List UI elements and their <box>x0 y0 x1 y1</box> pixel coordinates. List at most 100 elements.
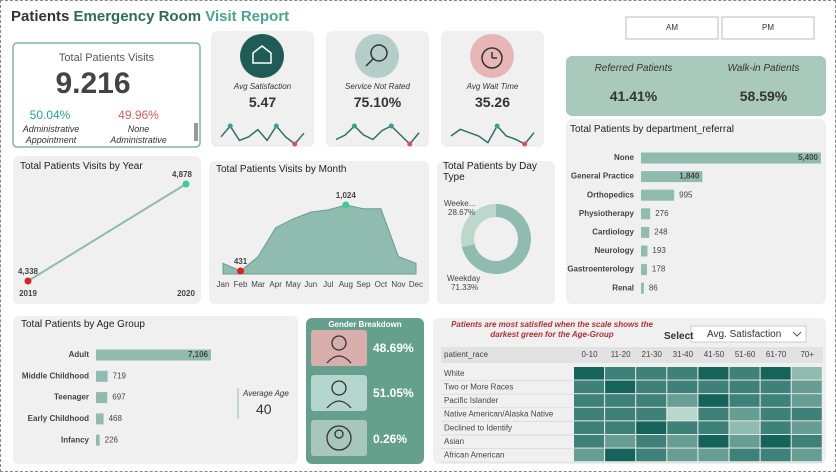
column-header: patient_race <box>444 350 489 359</box>
kpi-value: 0.26% <box>373 432 408 446</box>
data-label: 719 <box>113 371 127 380</box>
data-label: 468 <box>109 414 123 423</box>
row-label: Two or More Races <box>444 383 513 392</box>
title-part: Emergency Room <box>73 8 202 25</box>
y-tick-label: Orthopedics <box>587 190 635 199</box>
heat-cell <box>729 435 760 448</box>
bar <box>96 349 211 361</box>
heat-cell <box>574 380 605 394</box>
icon <box>481 47 503 69</box>
heat-cell <box>760 380 791 394</box>
bar <box>641 226 650 238</box>
heat-cell <box>636 407 667 421</box>
bar <box>641 282 644 294</box>
sparkline <box>220 124 305 146</box>
data-label: 1,840 <box>679 172 700 181</box>
kpi-label: Service Not Rated <box>345 82 410 91</box>
icon <box>331 335 347 351</box>
kpi-value: 48.69% <box>373 341 414 355</box>
y-tick-label: General Practice <box>571 172 635 181</box>
bar <box>641 189 675 201</box>
dropdown[interactable] <box>690 325 807 343</box>
kpi-value: 41.41% <box>609 88 658 104</box>
heat-cell <box>760 367 791 380</box>
heat-cell <box>791 435 822 448</box>
heat-cell <box>791 448 822 462</box>
bar <box>96 413 104 425</box>
x-tick-label: Sep <box>356 280 371 289</box>
data-label: 28.67% <box>448 208 475 217</box>
note: Patients are most satisfied when the sca… <box>451 320 653 339</box>
dropdown-value[interactable]: Avg. Satisfaction <box>707 329 782 340</box>
card <box>566 119 826 304</box>
point <box>227 123 233 129</box>
heat-cell <box>760 448 791 462</box>
heat-cell <box>667 435 698 448</box>
heat-cell <box>760 394 791 407</box>
group-value: 50.04% <box>29 108 71 122</box>
heat-cell <box>760 435 791 448</box>
button-label[interactable]: AM <box>666 23 678 32</box>
data-label: 995 <box>679 190 693 199</box>
point <box>388 123 394 129</box>
data-label: 178 <box>652 265 666 274</box>
heat-cell <box>605 435 636 448</box>
select-label: Select <box>664 331 694 342</box>
button[interactable] <box>721 16 815 40</box>
icon <box>326 400 352 409</box>
legend-label: Weekday <box>447 274 480 283</box>
bar <box>641 171 703 183</box>
column-header: 31-40 <box>673 350 694 359</box>
heat-cell <box>729 367 760 380</box>
point <box>273 123 279 129</box>
button-label[interactable]: PM <box>762 23 774 32</box>
title-part: Patients <box>11 8 70 25</box>
chevron <box>792 331 802 337</box>
chart-title: Total Patients Visits by Month <box>216 164 347 175</box>
button[interactable] <box>625 16 719 40</box>
icon <box>326 425 352 451</box>
icon-box <box>311 330 367 366</box>
kpi-value: 58.59% <box>739 88 788 104</box>
bar <box>641 264 647 276</box>
row-label: African American <box>444 451 504 460</box>
icon <box>334 429 344 439</box>
column-header: 41-50 <box>704 350 725 359</box>
heat-cell <box>729 394 760 407</box>
heat-cell <box>729 407 760 421</box>
icon <box>355 34 399 78</box>
heat-cell <box>729 421 760 434</box>
data-label: 697 <box>112 393 126 402</box>
heat-cell <box>574 421 605 434</box>
point <box>351 123 357 129</box>
chart-title: Total Patients Visits by Year <box>20 161 143 172</box>
x-tick-label: Nov <box>391 280 405 289</box>
row-label: Declined to Identify <box>444 423 512 432</box>
bar <box>96 434 100 446</box>
title: Patients Emergency Room Visit Report <box>11 8 289 25</box>
data-label: 4,878 <box>172 170 193 179</box>
point <box>522 141 528 147</box>
point <box>24 277 32 285</box>
data-label: 193 <box>652 246 666 255</box>
x-tick-label: May <box>286 280 301 289</box>
heat-cell <box>605 367 636 380</box>
donut-slice <box>461 204 531 274</box>
icon <box>491 52 497 59</box>
point <box>494 123 500 129</box>
heat-cell <box>698 394 729 407</box>
bar <box>96 370 108 382</box>
y-tick-label: None <box>614 153 635 162</box>
card <box>211 31 314 147</box>
y-tick-label: Early Childhood <box>28 414 89 423</box>
table-header <box>441 347 823 363</box>
row-label: White <box>444 369 465 378</box>
x-tick-label: Aug <box>339 280 353 289</box>
point <box>292 141 298 147</box>
line <box>27 183 187 282</box>
chart-title: Total Patients by Day Type <box>443 161 537 183</box>
kpi-value: 9.216 <box>55 67 131 100</box>
heat-cell <box>791 367 822 380</box>
kpi-label: Walk-in Patients <box>727 63 800 74</box>
